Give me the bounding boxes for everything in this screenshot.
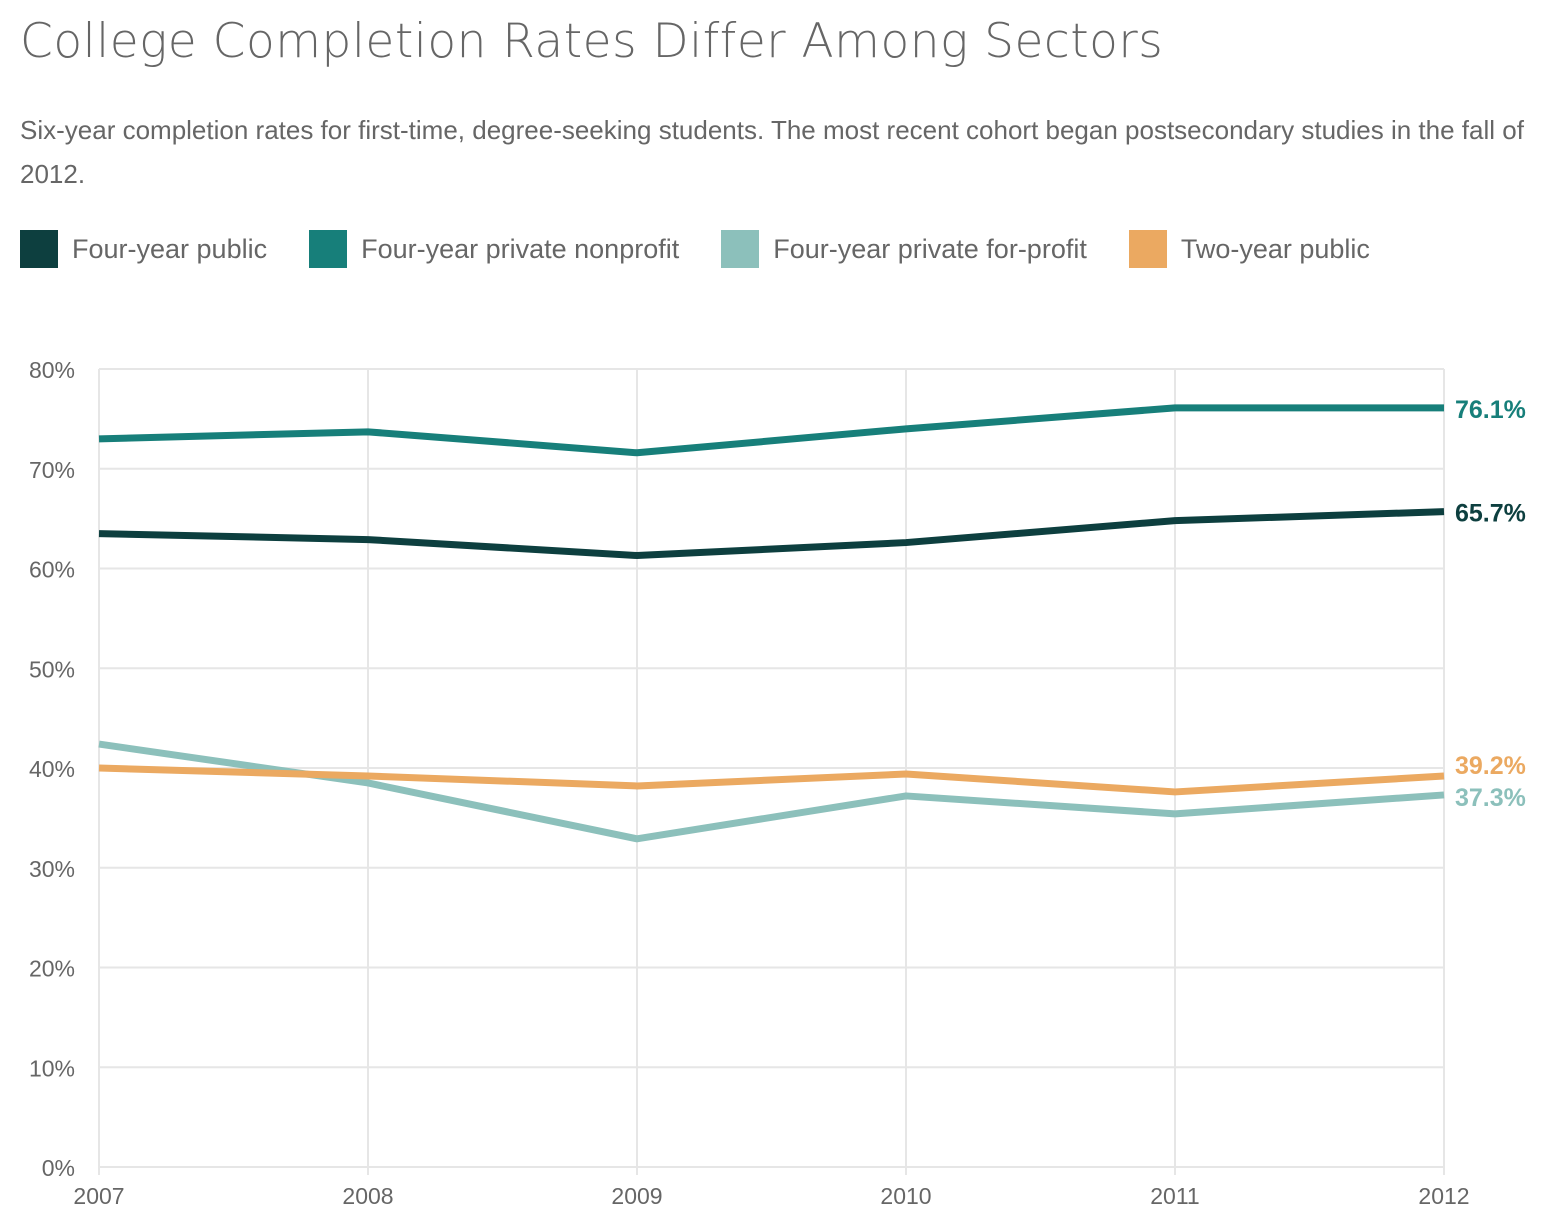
legend-swatch: [20, 230, 58, 268]
x-tick-label: 2007: [73, 1183, 124, 1209]
x-tick-label: 2010: [880, 1183, 931, 1209]
y-tick-label: 40%: [29, 756, 75, 782]
legend-label: Four-year public: [72, 233, 268, 264]
end-value-label: 76.1%: [1455, 396, 1526, 424]
x-tick-label: 2012: [1418, 1183, 1469, 1209]
series-line: [98, 404, 1444, 457]
x-tick-label: 2008: [342, 1183, 393, 1209]
y-tick-label: 10%: [29, 1055, 75, 1081]
x-tick-label: 2011: [1150, 1183, 1199, 1209]
legend-label: Four-year private for-profit: [773, 233, 1087, 264]
legend-item: Four-year private for-profit: [721, 230, 1087, 268]
y-tick-label: 50%: [29, 656, 75, 682]
y-tick-label: 70%: [29, 457, 75, 483]
series-line: [98, 508, 1445, 560]
legend: Four-year public Four-year private nonpro…: [20, 230, 1412, 268]
chart-title: College Completion Rates Differ Among Se…: [20, 14, 1164, 69]
y-tick-label: 60%: [29, 557, 75, 583]
legend-item: Four-year public: [20, 230, 267, 268]
legend-item: Four-year private nonprofit: [309, 230, 679, 268]
legend-label: Two-year public: [1180, 233, 1370, 264]
y-tick-label: 0%: [42, 1155, 75, 1181]
chart-subtitle: Six-year completion rates for first-time…: [20, 115, 1524, 189]
end-value-label: 37.3%: [1455, 784, 1526, 812]
x-tick-label: 2009: [611, 1183, 662, 1209]
series-line: [98, 764, 1445, 796]
legend-label: Four-year private nonprofit: [361, 233, 680, 264]
legend-swatch: [721, 230, 760, 268]
legend-swatch: [309, 230, 348, 268]
end-value-label: 65.7%: [1455, 500, 1526, 528]
end-value-label: 39.2%: [1455, 752, 1526, 780]
legend-item: Two-year public: [1128, 230, 1370, 268]
y-tick-label: 80%: [29, 357, 75, 383]
y-tick-label: 30%: [29, 856, 75, 882]
legend-swatch: [1128, 230, 1167, 268]
y-tick-label: 20%: [29, 956, 75, 982]
